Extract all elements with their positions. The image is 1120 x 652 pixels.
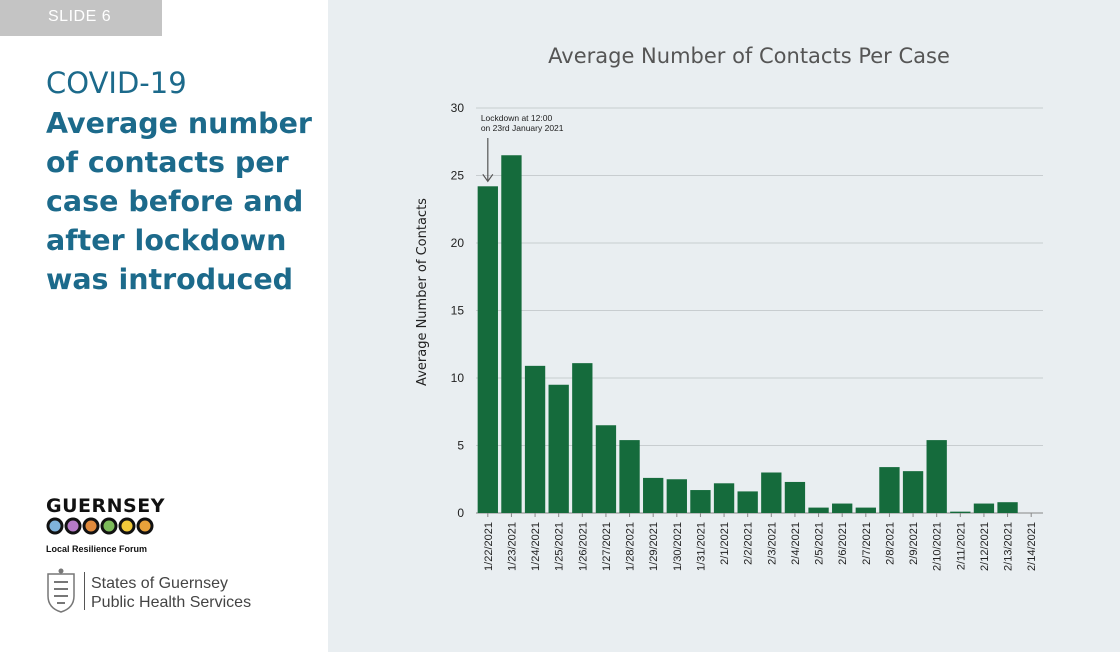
x-tick-label: 1/23/2021	[506, 522, 518, 571]
x-tick-label: 2/12/2021	[979, 522, 991, 571]
bar-2/10/2021	[926, 440, 947, 513]
crest-icon	[47, 568, 75, 613]
bar-1/23/2021	[501, 155, 522, 513]
bar-2/13/2021	[997, 502, 1018, 513]
x-tick-label: 2/2/2021	[743, 522, 755, 565]
bar-2/4/2021	[784, 481, 806, 513]
lrf-logo-icons	[46, 517, 154, 535]
bar-1/26/2021	[572, 363, 593, 513]
x-tick-label: 1/22/2021	[483, 522, 495, 571]
bar-1/28/2021	[619, 440, 640, 513]
y-axis-ticks: 0 5 10 15 20 25 30	[451, 101, 465, 520]
x-tick-label: 2/10/2021	[932, 522, 944, 571]
x-tick-label: 2/1/2021	[719, 522, 731, 565]
sog-text: States of Guernsey Public Health Service…	[91, 574, 251, 612]
x-tick-label: 1/29/2021	[648, 522, 660, 571]
bars	[477, 155, 1018, 514]
x-tick-label: 2/9/2021	[908, 522, 920, 565]
slide-headline: Average number of contacts per case befo…	[46, 107, 312, 296]
x-tick-label: 2/7/2021	[861, 522, 873, 565]
x-tick-label: 2/14/2021	[1026, 522, 1038, 571]
bar-2/12/2021	[973, 503, 995, 513]
bar-2/11/2021	[950, 511, 971, 513]
x-tick-label: 2/8/2021	[884, 522, 896, 565]
x-tick-label: 1/25/2021	[554, 522, 566, 571]
x-tick-label: 2/5/2021	[814, 522, 826, 565]
y-tick-label: 10	[451, 371, 465, 385]
x-tick-label: 1/27/2021	[601, 522, 613, 571]
y-tick-label: 0	[457, 506, 464, 520]
bar-2/5/2021	[808, 507, 829, 513]
bar-1/30/2021	[666, 479, 687, 513]
bar-2/8/2021	[879, 467, 900, 513]
slide-kicker: COVID-19	[46, 66, 187, 100]
bar-1/29/2021	[643, 477, 664, 513]
y-tick-label: 30	[451, 101, 465, 115]
y-axis-label: Average Number of Contacts	[415, 198, 430, 386]
sog-divider	[84, 572, 85, 610]
sog-line-2: Public Health Services	[91, 594, 252, 611]
bar-1/31/2021	[690, 490, 711, 513]
chart-panel: Average Number of Contacts Per Case Aver…	[328, 0, 1120, 652]
bar-2/9/2021	[902, 471, 924, 513]
x-tick-label: 2/6/2021	[837, 522, 849, 565]
lrf-logo-title: GUERNSEY	[46, 495, 165, 517]
bar-2/7/2021	[855, 507, 876, 513]
bar-1/27/2021	[595, 425, 617, 513]
bar-1/25/2021	[548, 384, 569, 513]
sog-logo: States of Guernsey Public Health Service…	[44, 568, 284, 614]
lrf-logo-subtitle: Local Resilience Forum	[46, 544, 148, 554]
y-tick-label: 5	[457, 439, 464, 453]
x-tick-label: 1/30/2021	[672, 522, 684, 571]
annotation-line-2: on 23rd January 2021	[481, 123, 564, 133]
bar-2/3/2021	[761, 472, 782, 513]
x-tick-label: 1/24/2021	[530, 522, 542, 571]
x-tick-label: 1/26/2021	[577, 522, 589, 571]
x-tick-label: 2/3/2021	[766, 522, 778, 565]
chart-title: Average Number of Contacts Per Case	[548, 44, 950, 68]
bar-chart: Average Number of Contacts Per Case Aver…	[415, 44, 1043, 571]
sidebar: COVID-19 Average number of contacts per …	[0, 0, 328, 652]
x-tick-label: 1/28/2021	[625, 522, 637, 571]
y-tick-label: 25	[451, 169, 465, 183]
slide-number-tag: SLIDE 6	[0, 0, 162, 36]
bar-2/6/2021	[832, 503, 853, 513]
sog-line-1: States of Guernsey	[91, 575, 228, 592]
x-axis-ticks: 1/22/2021 1/23/2021 1/24/2021 1/25/2021 1/26…	[483, 513, 1038, 571]
bar-1/24/2021	[524, 365, 546, 513]
y-tick-label: 20	[451, 236, 465, 250]
lockdown-annotation: Lockdown at 12:00 on 23rd January 2021	[481, 113, 564, 183]
x-tick-label: 1/31/2021	[695, 522, 707, 571]
lrf-logo: GUERNSEY Local Resilience Forum	[46, 496, 176, 554]
bar-2/1/2021	[713, 483, 735, 513]
gridlines	[476, 107, 1043, 514]
x-tick-label: 2/13/2021	[1003, 522, 1015, 571]
annotation-line-1: Lockdown at 12:00	[481, 113, 553, 123]
y-tick-label: 15	[451, 304, 465, 318]
bar-2/2/2021	[737, 491, 758, 513]
x-tick-label: 2/4/2021	[790, 522, 802, 565]
bar-1/22/2021	[477, 186, 498, 514]
lrf-icon-row	[46, 517, 154, 535]
annotation-arrowhead	[482, 173, 494, 183]
x-tick-label: 2/11/2021	[955, 522, 967, 570]
